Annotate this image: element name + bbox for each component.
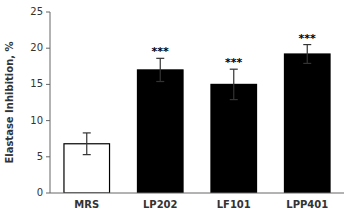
x-tick-label: MRS	[74, 199, 99, 210]
x-tick-label: LF101	[217, 199, 251, 210]
y-tick	[46, 12, 50, 13]
x-tick-label: LP202	[143, 199, 178, 210]
bar	[211, 84, 257, 193]
error-bar	[83, 133, 91, 155]
significance-label: ***	[225, 56, 243, 69]
bar	[137, 70, 183, 193]
error-bar	[230, 69, 238, 99]
bar	[284, 54, 330, 193]
error-bar	[156, 58, 164, 81]
y-tick	[46, 156, 50, 157]
significance-label: ***	[152, 45, 170, 58]
x-axis-line	[50, 193, 344, 194]
x-tick-label: LPP401	[286, 199, 328, 210]
y-tick-label: 15	[30, 78, 43, 89]
y-tick-label: 0	[37, 187, 43, 198]
y-tick-label: 20	[30, 42, 43, 53]
y-tick-label: 5	[37, 151, 43, 162]
y-axis-line	[50, 12, 51, 193]
y-tick	[46, 84, 50, 85]
y-tick	[46, 193, 50, 194]
y-tick-label: 10	[30, 115, 43, 126]
y-tick	[46, 48, 50, 49]
chart: *** *** *** 0 5 10 15 20 25 MRS LP202 LF101 LPP401 El…	[0, 0, 354, 217]
error-bar	[303, 45, 311, 64]
y-axis-label: Elastase Inhibition, %	[4, 41, 15, 163]
significance-label: ***	[299, 32, 317, 45]
y-tick	[46, 120, 50, 121]
y-tick-label: 25	[30, 6, 43, 17]
chart-container: *** *** *** 0 5 10 15 20 25 MRS LP202 LF101 LPP401 El…	[0, 0, 354, 217]
bars	[64, 45, 330, 193]
